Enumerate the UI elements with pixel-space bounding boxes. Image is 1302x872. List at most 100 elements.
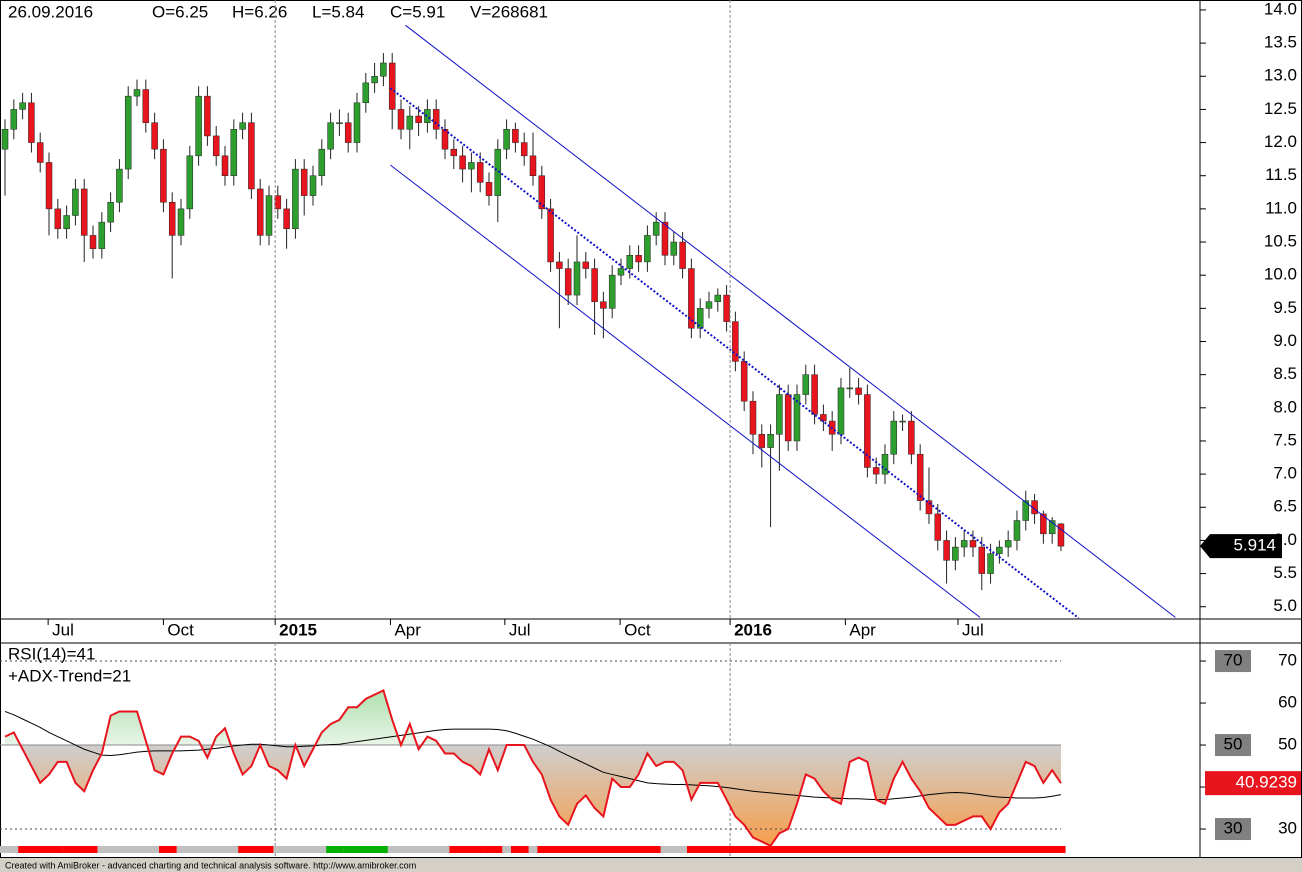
candle-body: [116, 168, 123, 203]
candle-body: [1040, 513, 1047, 535]
candle-body: [283, 208, 290, 230]
candle-body: [415, 115, 422, 123]
level-box: [1215, 818, 1251, 841]
candle-body: [608, 274, 616, 309]
candle-body: [626, 255, 634, 269]
candle-body: [679, 241, 686, 269]
candle-body: [494, 148, 502, 196]
candle-body: [186, 155, 194, 210]
footer-text: Created with AmiBroker - advanced charti…: [5, 860, 416, 870]
price-plot: [1, 24, 1176, 619]
candle-body: [996, 546, 1003, 554]
level-label: 30: [1224, 819, 1243, 838]
header-item: C=5.91: [390, 2, 445, 21]
y-tick-label: 11.0: [1265, 198, 1297, 217]
candle-body: [151, 122, 158, 150]
trend-line: [389, 87, 1080, 619]
rsi-fill-above: [5, 690, 1061, 746]
candle-body: [820, 414, 827, 422]
candle-body: [212, 135, 220, 157]
candle-body: [776, 394, 783, 435]
header-item: H=6.26: [232, 2, 287, 21]
candle-body: [916, 453, 924, 501]
candle-body: [811, 374, 818, 415]
candle-body: [960, 540, 968, 548]
candle-body: [124, 95, 132, 170]
header-date: 26.09.2016: [8, 2, 93, 21]
candle-body: [406, 115, 414, 130]
candle-body: [142, 89, 150, 123]
candle-body: [934, 513, 942, 541]
candle-body: [309, 175, 317, 196]
candle-body: [168, 201, 176, 236]
candle-body: [353, 102, 361, 143]
candle-body: [476, 162, 484, 183]
candle-body: [582, 261, 590, 269]
x-tick-label: Oct: [167, 620, 194, 639]
candle-body: [441, 129, 449, 150]
level-label: 70: [1224, 651, 1243, 670]
signal-segment: [484, 846, 503, 853]
y-tick-label: 12.0: [1264, 132, 1297, 151]
candle-body: [300, 168, 308, 196]
candle-body: [98, 221, 106, 249]
candle-body: [564, 268, 572, 296]
candle-body: [908, 420, 915, 455]
last-rsi-tag: [1205, 771, 1301, 796]
y-tick-label: 50: [1278, 735, 1297, 754]
candle-body: [705, 301, 713, 309]
y-tick-label: 10.5: [1264, 232, 1297, 251]
candle-body: [591, 268, 598, 302]
candle-body: [1004, 540, 1012, 548]
candle-body: [221, 155, 229, 176]
candle-body: [63, 215, 70, 230]
candle-body: [19, 102, 26, 110]
candle-body: [45, 162, 53, 210]
last-price-tag: [1200, 534, 1282, 559]
candle-body: [688, 268, 695, 329]
series-line: [4, 689, 1062, 848]
y-tick-label: 5.5: [1273, 563, 1297, 582]
y-tick-label: 13.0: [1264, 66, 1297, 85]
y-tick-label: 9.5: [1273, 298, 1297, 317]
signal-segment: [62, 846, 98, 853]
candle-body: [749, 400, 757, 435]
candle-body: [318, 148, 326, 176]
x-tick-label: Oct: [624, 620, 651, 639]
candle-body: [670, 241, 678, 256]
candle-body: [10, 109, 18, 130]
candle-body: [784, 394, 792, 442]
candle-body: [432, 109, 440, 130]
candle-body: [160, 148, 167, 203]
candle-body: [397, 109, 405, 130]
candle-body: [872, 467, 880, 475]
x-tick-label: Apr: [394, 620, 421, 639]
candle-body: [204, 95, 211, 137]
candle-body: [837, 387, 845, 435]
candle-body: [265, 195, 273, 236]
candle-body: [424, 109, 431, 123]
x-tick-label: Apr: [849, 620, 876, 639]
candle-body: [925, 500, 933, 515]
y-tick-label: 6.5: [1273, 497, 1297, 516]
candle-body: [846, 387, 854, 390]
candle-body: [80, 188, 88, 236]
candle-body: [468, 162, 475, 170]
candle-body: [538, 175, 546, 210]
candle-body: [239, 122, 246, 130]
candle-body: [520, 142, 528, 157]
last-rsi-label: 40.9239: [1236, 773, 1297, 792]
candle-body: [292, 168, 299, 230]
candle-body: [327, 122, 334, 150]
signal-segment: [238, 846, 274, 853]
candle-body: [503, 129, 510, 150]
candle-body: [89, 235, 97, 249]
strip-background: [0, 846, 1066, 853]
candle-body: [802, 374, 810, 395]
candle-body: [362, 82, 370, 104]
x-tick-label: 2016: [734, 620, 772, 639]
y-tick-label: 70: [1278, 651, 1297, 670]
candle-body: [195, 95, 202, 157]
candle-body: [1048, 520, 1056, 535]
